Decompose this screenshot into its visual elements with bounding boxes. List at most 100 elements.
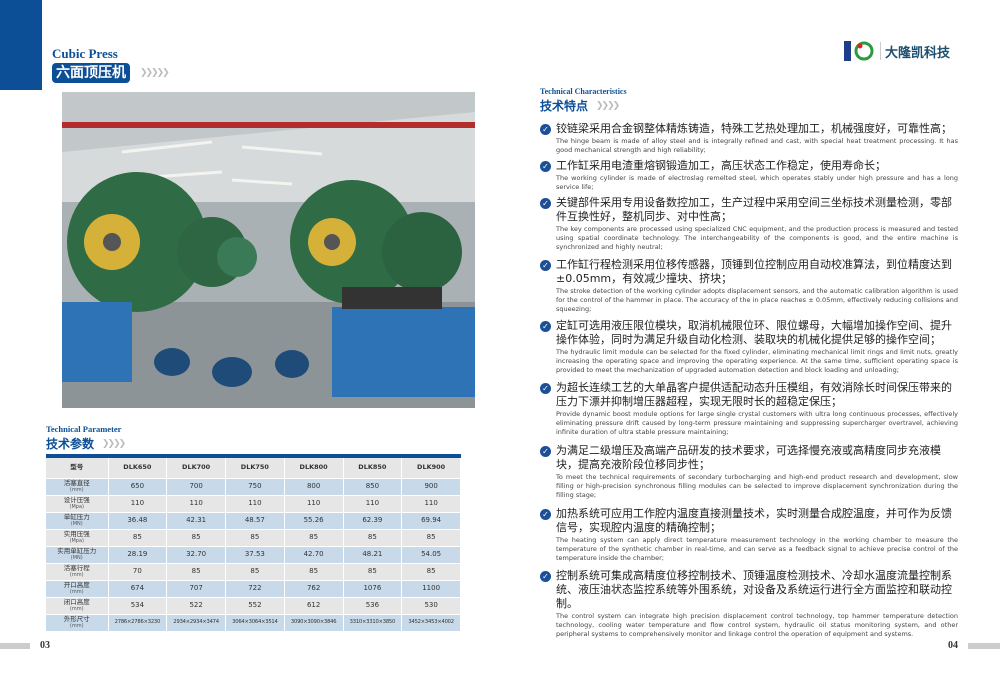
feature-en: The heating system can apply direct temp… xyxy=(556,536,958,562)
row-unit: (Mpa) xyxy=(69,537,84,544)
feature-item: ✓ 关键部件采用专用设备数控加工，生产过程中采用空间三坐标技术测量检测，零部件互换… xyxy=(540,196,958,252)
row-label: 实用单缸压力 xyxy=(57,546,97,555)
table-row: 闭口高度 (mm) 534 522 552 612 536 530 xyxy=(46,597,461,615)
value-cell: 42.31 xyxy=(166,512,226,530)
row-label-cell: 单缸压力 (MN) xyxy=(46,512,109,530)
value-cell: 3090×3090×3846 xyxy=(284,614,344,632)
value-cell: 110 xyxy=(284,495,344,513)
feature-en: The hydraulic limit module can be select… xyxy=(556,348,958,374)
row-label-cell: 活塞直径 (mm) xyxy=(46,478,109,496)
value-cell: 69.94 xyxy=(401,512,461,530)
value-cell: 552 xyxy=(225,597,285,615)
value-cell: 54.05 xyxy=(401,546,461,564)
value-cell: 707 xyxy=(166,580,226,598)
page-number-left: 03 xyxy=(40,640,50,651)
table-top-rule xyxy=(46,454,461,458)
value-cell: 85 xyxy=(284,529,344,547)
logo-icon xyxy=(844,41,874,61)
check-circle-icon: ✓ xyxy=(540,383,551,394)
param-title-en: Technical Parameter xyxy=(46,424,122,434)
header-cell: 型号 xyxy=(46,458,109,479)
value-cell: 3452×3453×4002 xyxy=(401,614,461,632)
feature-item: ✓ 铰链梁采用合金钢整体精炼铸造，特殊工艺热处理加工，机械强度好，可靠性高； The… xyxy=(540,122,958,155)
table-row: 实用单缸压力 (MN) 28.19 32.70 37.53 42.70 48.21 54.05 xyxy=(46,546,461,564)
row-label-cell: 活塞行程 (mm) xyxy=(46,563,109,581)
value-cell: 110 xyxy=(108,495,168,513)
value-cell: 750 xyxy=(225,478,285,496)
value-cell: 2934×2934×3474 xyxy=(166,614,226,632)
param-title-cn: 技术参数 xyxy=(46,437,95,451)
chevrons-icon: ❯❯❯❯ xyxy=(102,438,126,449)
value-cell: 110 xyxy=(225,495,285,513)
value-cell: 1076 xyxy=(343,580,403,598)
feature-item: ✓ 为满足二级增压及高端产品研发的技术要求，可选择慢充液或高精度同步充液模块，提高… xyxy=(540,444,958,500)
value-cell: 32.70 xyxy=(166,546,226,564)
check-circle-icon: ✓ xyxy=(540,509,551,520)
table-row: 开口高度 (mm) 674 707 722 762 1076 1100 xyxy=(46,580,461,598)
row-unit: (Mpa) xyxy=(69,503,84,510)
feature-en: Provide dynamic boost module options for… xyxy=(556,410,958,436)
feature-item: ✓ 控制系统可集成高精度位移控制技术、顶锤温度检测技术、冷却水温度流量控制系统、液… xyxy=(540,569,958,639)
feature-cn: 关键部件采用专用设备数控加工，生产过程中采用空间三坐标技术测量检测，零部件互换性… xyxy=(556,196,952,223)
row-label-cell: 闭口高度 (mm) xyxy=(46,597,109,615)
value-cell: 900 xyxy=(401,478,461,496)
row-label: 实用压强 xyxy=(63,529,90,538)
feature-en: The control system can integrate high pr… xyxy=(556,612,958,638)
row-unit: (mm) xyxy=(69,605,84,612)
value-cell: 85 xyxy=(166,563,226,581)
value-cell: 85 xyxy=(284,563,344,581)
row-unit: (MN) xyxy=(70,520,83,527)
value-cell: 85 xyxy=(343,563,403,581)
feature-item: ✓ 为超长连续工艺的大单晶客户提供适配动态升压模组，有效消除长时间保压带来的压力下… xyxy=(540,381,958,437)
value-cell: 62.39 xyxy=(343,512,403,530)
value-cell: 55.26 xyxy=(284,512,344,530)
check-circle-icon: ✓ xyxy=(540,198,551,209)
value-cell: 534 xyxy=(108,597,168,615)
value-cell: 850 xyxy=(343,478,403,496)
feature-cn: 加热系统可应用工作腔内温度直接测量技术，实时测量合成腔温度，并可作为反馈信号，实… xyxy=(556,507,952,534)
row-label: 设计压强 xyxy=(63,495,90,504)
value-cell: 110 xyxy=(343,495,403,513)
feature-cn: 定缸可选用液压限位模块，取消机械限位环、限位螺母，大幅增加操作空间、提升操作体验… xyxy=(556,319,952,346)
value-cell: 70 xyxy=(108,563,168,581)
table-row: 设计压强 (Mpa) 110 110 110 110 110 110 xyxy=(46,495,461,513)
value-cell: 85 xyxy=(166,529,226,547)
page-number-right: 04 xyxy=(948,640,958,651)
header-cell: DLK750 xyxy=(225,458,285,479)
row-label-cell: 实用压强 (Mpa) xyxy=(46,529,109,547)
feature-cn: 铰链梁采用合金钢整体精炼铸造，特殊工艺热处理加工，机械强度好，可靠性高； xyxy=(556,122,952,135)
title-cn: 六面顶压机 xyxy=(52,63,130,83)
value-cell: 85 xyxy=(343,529,403,547)
row-label-cell: 开口高度 (mm) xyxy=(46,580,109,598)
feature-cn: 工作缸行程检测采用位移传感器，顶锤到位控制应用自动校准算法，到位精度达到±0.0… xyxy=(556,258,952,285)
value-cell: 1100 xyxy=(401,580,461,598)
row-label: 单缸压力 xyxy=(63,512,90,521)
chevrons-icon: ❯❯❯❯ xyxy=(596,100,620,111)
value-cell: 42.70 xyxy=(284,546,344,564)
value-cell: 650 xyxy=(108,478,168,496)
feature-cn: 控制系统可集成高精度位移控制技术、顶锤温度检测技术、冷却水温度流量控制系统、液压… xyxy=(556,569,952,610)
table-row: 活塞行程 (mm) 70 85 85 85 85 85 xyxy=(46,563,461,581)
value-cell: 85 xyxy=(225,529,285,547)
logo-text: 大隆凯科技 xyxy=(885,45,951,61)
value-cell: 85 xyxy=(225,563,285,581)
value-cell: 36.48 xyxy=(108,512,168,530)
table-row: 外形尺寸 (mm) 2786×2786×3230 2934×2934×3474 3064… xyxy=(46,614,461,632)
value-cell: 674 xyxy=(108,580,168,598)
value-cell: 85 xyxy=(401,563,461,581)
feature-cn: 为超长连续工艺的大单晶客户提供适配动态升压模组，有效消除长时间保压带来的压力下漂… xyxy=(556,381,952,408)
parameter-table: 型号 DLK650 DLK700 DLK750 DLK800 DLK850 DLK900 活塞… xyxy=(46,458,461,632)
row-unit: (mm) xyxy=(69,588,84,595)
feature-cn: 为满足二级增压及高端产品研发的技术要求，可选择慢充液或高精度同步充液模块，提高充… xyxy=(556,444,941,471)
page-bar-left xyxy=(0,643,30,649)
header-cell: DLK800 xyxy=(284,458,344,479)
check-circle-icon: ✓ xyxy=(540,321,551,332)
value-cell: 110 xyxy=(166,495,226,513)
header-cell: DLK700 xyxy=(166,458,226,479)
row-unit: (mm) xyxy=(69,486,84,493)
table-row: 活塞直径 (mm) 650 700 750 800 850 900 xyxy=(46,478,461,496)
row-label-cell: 外形尺寸 (mm) xyxy=(46,614,109,632)
row-label: 闭口高度 xyxy=(63,597,90,606)
value-cell: 3310×3310×3850 xyxy=(343,614,403,632)
feature-cn: 工作缸采用电渣重熔钢锻造加工，高压状态工作稳定，使用寿命长； xyxy=(556,159,886,172)
